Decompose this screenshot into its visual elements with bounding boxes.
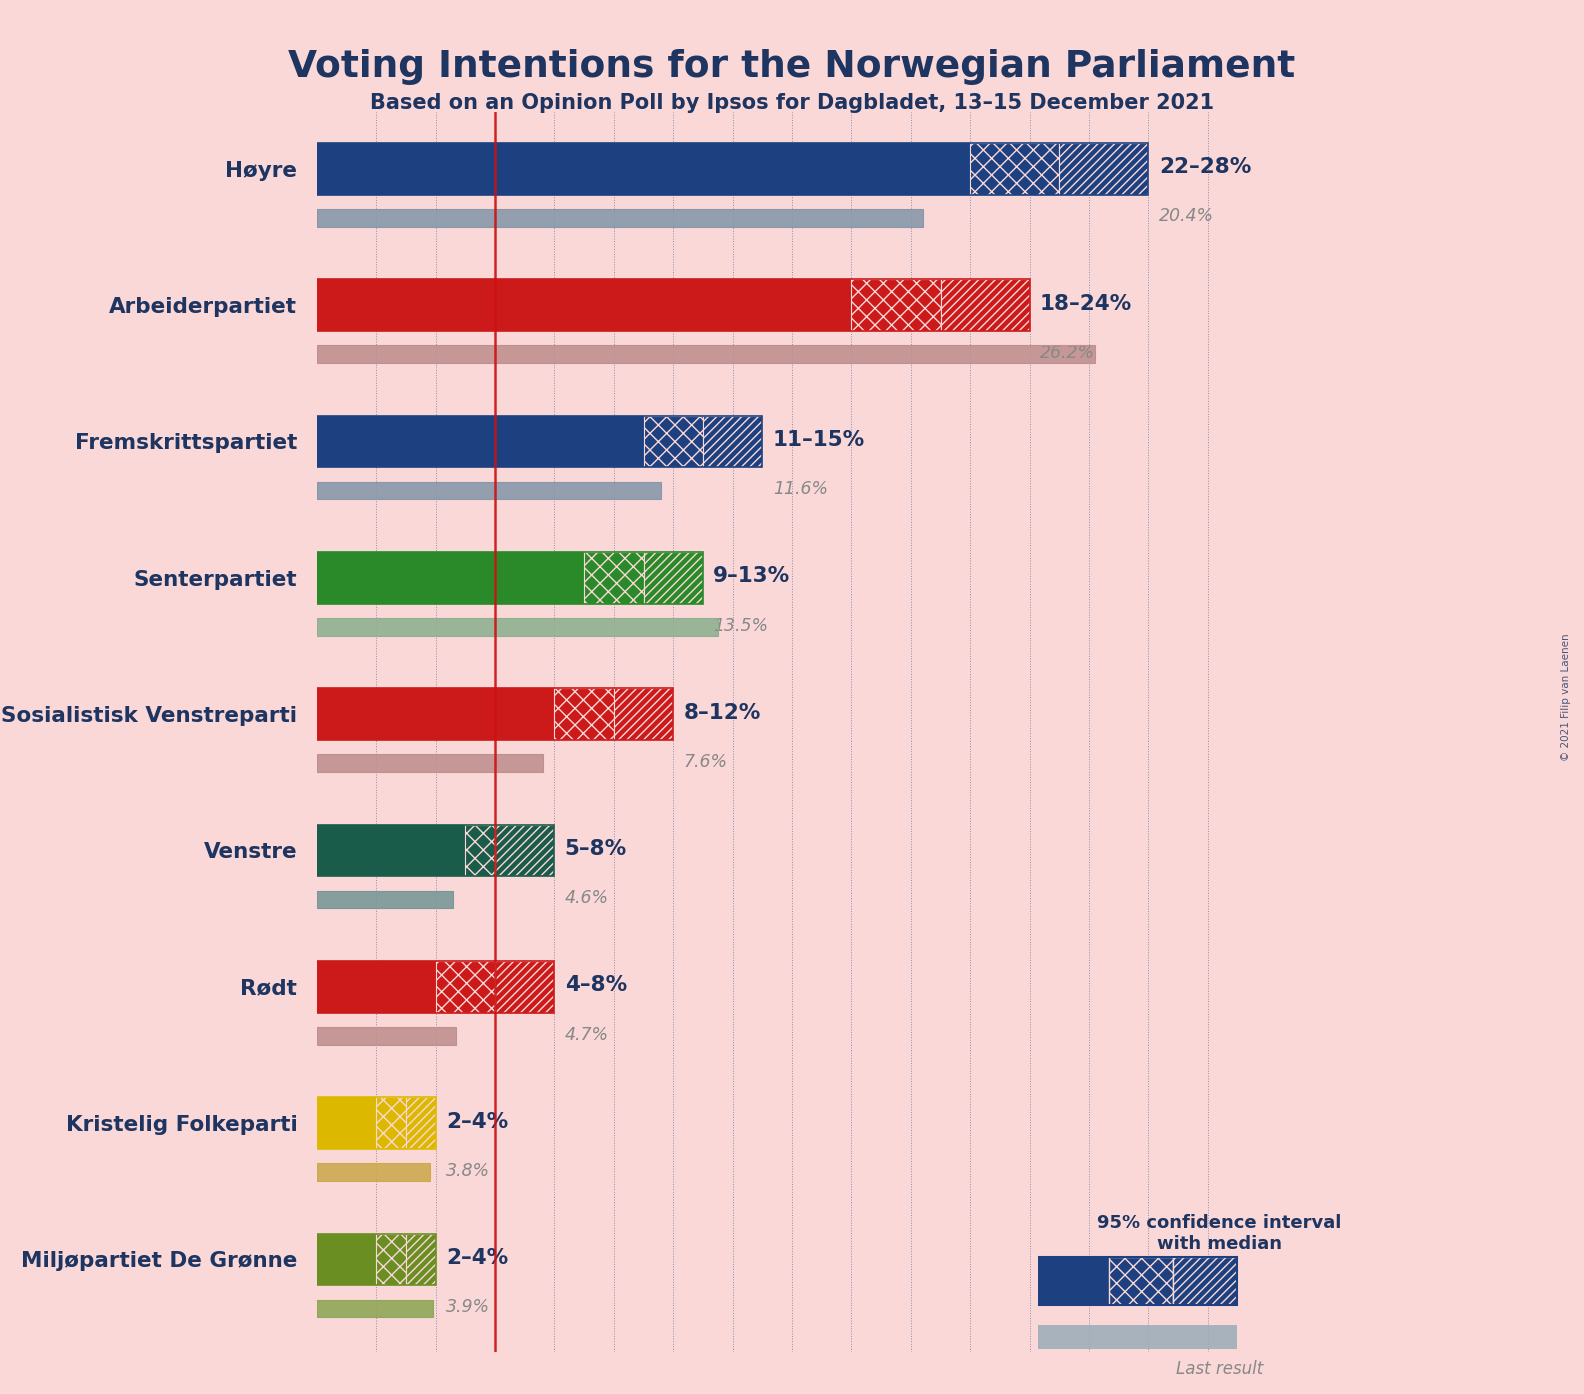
Bar [317,1027,456,1044]
Text: 11.6%: 11.6% [773,480,828,498]
Text: 4–8%: 4–8% [565,976,627,995]
Text: Last result: Last result [1175,1361,1264,1377]
Text: 8–12%: 8–12% [684,703,760,722]
Bar [317,1027,456,1044]
Bar [969,142,1060,195]
Bar [317,1299,432,1317]
Bar [377,1234,406,1285]
Bar [1109,1257,1172,1305]
Bar [494,960,554,1012]
Bar [1172,1257,1237,1305]
Bar [317,482,662,499]
Bar [406,1234,436,1285]
Bar [615,689,673,740]
Text: Voting Intentions for the Norwegian Parliament: Voting Intentions for the Norwegian Parl… [288,49,1296,85]
Bar [406,1097,436,1149]
Bar [317,689,554,740]
Text: 5–8%: 5–8% [565,839,627,859]
Bar [554,689,615,740]
Text: © 2021 Filip van Laenen: © 2021 Filip van Laenen [1562,633,1571,761]
Bar [317,825,466,877]
Bar [584,552,643,604]
Bar [703,415,762,467]
Bar [406,1234,436,1285]
Bar [317,142,969,195]
Text: 3.9%: 3.9% [447,1298,489,1316]
Bar [377,1097,406,1149]
Bar [317,754,542,772]
Bar [406,1097,436,1149]
Bar [436,960,494,1012]
Bar [494,960,554,1012]
Bar [615,689,673,740]
Bar [317,415,643,467]
Bar [494,825,554,877]
Text: 13.5%: 13.5% [713,616,768,634]
Text: 4.6%: 4.6% [565,889,608,907]
Bar [317,415,762,467]
Text: 26.2%: 26.2% [1041,344,1095,362]
Bar [852,279,941,330]
Bar [941,279,1030,330]
Bar [466,825,494,877]
Bar [317,1234,377,1285]
Bar [941,279,1030,330]
Bar [317,825,554,877]
Text: 2–4%: 2–4% [447,1248,508,1269]
Text: 95% confidence interval
with median: 95% confidence interval with median [1098,1214,1342,1253]
Text: 11–15%: 11–15% [773,431,865,450]
Bar [317,1234,436,1285]
Bar [584,552,643,604]
Bar [317,209,923,227]
Bar [317,754,542,772]
Bar [969,142,1060,195]
Bar [317,482,662,499]
Bar [317,960,436,1012]
Text: 4.7%: 4.7% [565,1026,608,1044]
Bar [1038,1257,1109,1305]
Bar [317,142,1148,195]
Bar [317,891,453,909]
Bar [317,279,1030,330]
Bar [436,960,494,1012]
Bar [317,1164,429,1181]
Bar [317,618,718,636]
Bar [377,1234,406,1285]
Bar [317,1164,429,1181]
Bar [317,346,1095,362]
Bar [317,279,852,330]
Bar [852,279,941,330]
Text: 7.6%: 7.6% [684,753,727,771]
Bar [317,1299,432,1317]
Bar [643,415,703,467]
Bar [317,689,673,740]
Text: 9–13%: 9–13% [713,566,790,587]
Bar [317,960,554,1012]
Text: 22–28%: 22–28% [1159,158,1251,177]
Bar [1060,142,1148,195]
Text: 18–24%: 18–24% [1041,294,1133,314]
Bar [317,552,703,604]
Text: 3.8%: 3.8% [447,1161,489,1179]
Bar [494,825,554,877]
Bar [317,552,584,604]
Bar [1060,142,1148,195]
Bar [643,415,703,467]
Bar [317,618,718,636]
Bar [377,1097,406,1149]
Bar [317,209,923,227]
Bar [643,552,703,604]
Bar [554,689,615,740]
Bar [317,346,1095,362]
Text: 2–4%: 2–4% [447,1112,508,1132]
Bar [317,1097,377,1149]
Bar [466,825,494,877]
Bar [643,552,703,604]
Bar [317,891,453,909]
Bar [703,415,762,467]
Text: Based on an Opinion Poll by Ipsos for Dagbladet, 13–15 December 2021: Based on an Opinion Poll by Ipsos for Da… [371,93,1213,113]
Bar [1038,1324,1237,1349]
Bar [317,1097,436,1149]
Text: 20.4%: 20.4% [1159,208,1213,226]
